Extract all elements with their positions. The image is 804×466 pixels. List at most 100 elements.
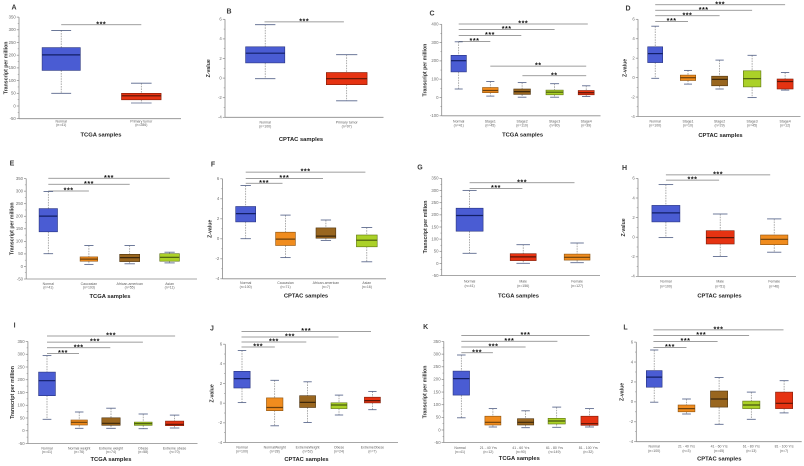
svg-text:0: 0 (632, 235, 635, 240)
svg-text:(n=39): (n=39) (581, 123, 591, 127)
svg-text:200: 200 (431, 212, 439, 217)
svg-text:TCGA samples: TCGA samples (80, 133, 121, 139)
svg-text:-2: -2 (631, 94, 635, 99)
svg-text:(n=149): (n=149) (548, 450, 560, 454)
svg-text:6: 6 (632, 17, 635, 22)
svg-text:50: 50 (18, 251, 23, 256)
svg-text:Normal: Normal (660, 280, 672, 284)
svg-text:***: *** (485, 30, 495, 39)
svg-text:6: 6 (631, 339, 634, 344)
svg-text:Normal: Normal (649, 445, 661, 449)
svg-text:350: 350 (18, 339, 26, 344)
svg-text:Stage2: Stage2 (517, 120, 528, 124)
svg-text:Extreme weight: Extreme weight (99, 447, 123, 451)
svg-text:(n=90): (n=90) (516, 450, 526, 454)
svg-text:(n=24): (n=24) (334, 449, 344, 453)
svg-text:***: *** (696, 330, 706, 339)
svg-text:150: 150 (433, 389, 441, 394)
svg-text:***: *** (259, 178, 269, 187)
svg-text:-2: -2 (218, 95, 222, 100)
svg-text:350: 350 (9, 14, 17, 19)
svg-text:(n=127): (n=127) (571, 284, 583, 288)
svg-text:(n=7): (n=7) (322, 285, 330, 289)
svg-text:-4: -4 (631, 274, 635, 279)
svg-text:Normal weight: Normal weight (68, 447, 90, 451)
svg-text:D: D (625, 5, 630, 12)
svg-text:(n=156): (n=156) (517, 284, 529, 288)
svg-text:81 - 100 Yrs: 81 - 100 Yrs (579, 446, 598, 450)
svg-text:Z-value: Z-value (619, 383, 625, 401)
svg-text:Stage4: Stage4 (780, 120, 791, 124)
svg-text:(n=51): (n=51) (715, 285, 725, 289)
svg-text:6: 6 (632, 176, 635, 181)
svg-text:0: 0 (217, 236, 220, 241)
svg-text:2: 2 (219, 56, 222, 61)
svg-text:***: *** (106, 331, 116, 340)
svg-text:100: 100 (16, 239, 24, 244)
svg-text:41 - 60 Yrs: 41 - 60 Yrs (512, 446, 529, 450)
svg-text:(n=3): (n=3) (682, 449, 690, 453)
svg-text:(n=29): (n=29) (714, 124, 724, 128)
svg-text:(n=55): (n=55) (125, 286, 135, 290)
svg-text:Normal: Normal (260, 121, 272, 125)
svg-text:Normal: Normal (56, 120, 68, 124)
svg-text:Normal: Normal (650, 120, 662, 124)
svg-text:0: 0 (631, 399, 634, 404)
svg-text:250: 250 (433, 364, 441, 369)
svg-text:(n=12): (n=12) (483, 450, 493, 454)
svg-text:(n=12): (n=12) (780, 124, 790, 128)
svg-text:CPTAC samples: CPTAC samples (279, 137, 323, 143)
svg-text:(n=46): (n=46) (769, 285, 779, 289)
svg-text:-50: -50 (434, 440, 441, 445)
svg-text:(n=41): (n=41) (42, 450, 52, 454)
svg-text:CPTAC samples: CPTAC samples (698, 133, 742, 139)
svg-text:Normal: Normal (236, 446, 248, 450)
svg-text:(n=74): (n=74) (106, 450, 116, 454)
svg-text:***: *** (715, 0, 725, 8)
svg-text:(n=100): (n=100) (648, 449, 660, 453)
svg-text:81 - 100 Yrs: 81 - 100 Yrs (775, 445, 794, 449)
svg-text:100: 100 (433, 402, 441, 407)
svg-text:4: 4 (217, 196, 220, 201)
svg-text:***: *** (699, 5, 709, 14)
svg-text:A: A (11, 4, 16, 11)
svg-text:TCGA samples: TCGA samples (498, 294, 539, 300)
svg-text:(n=10): (n=10) (683, 124, 693, 128)
svg-text:TCGA samples: TCGA samples (502, 132, 543, 138)
svg-text:***: *** (688, 175, 698, 184)
svg-text:Male: Male (519, 280, 527, 284)
svg-text:K: K (423, 324, 428, 331)
svg-text:ExtremeObese: ExtremeObese (361, 446, 384, 450)
svg-text:TCGA samples: TCGA samples (89, 294, 130, 300)
svg-text:-50: -50 (17, 276, 24, 281)
svg-text:ExtremeWeight: ExtremeWeight (296, 446, 320, 450)
svg-text:50: 50 (436, 415, 441, 420)
svg-text:Obese: Obese (334, 446, 344, 450)
svg-text:L: L (623, 324, 628, 331)
svg-text:Transcript per million: Transcript per million (423, 366, 429, 419)
svg-text:4: 4 (631, 359, 634, 364)
svg-text:350: 350 (431, 176, 439, 181)
svg-text:250: 250 (431, 200, 439, 205)
svg-text:-4: -4 (215, 276, 219, 281)
svg-text:Z-value: Z-value (208, 220, 214, 238)
svg-text:6: 6 (217, 176, 220, 181)
svg-text:350: 350 (16, 176, 24, 181)
svg-text:(n=286): (n=286) (135, 123, 147, 127)
svg-text:0: 0 (219, 75, 222, 80)
svg-text:Z-value: Z-value (209, 384, 215, 402)
svg-text:300: 300 (431, 40, 439, 45)
svg-text:200: 200 (16, 214, 24, 219)
svg-text:Z-value: Z-value (206, 59, 212, 77)
svg-text:(n=76): (n=76) (74, 450, 84, 454)
svg-text:250: 250 (9, 40, 17, 45)
svg-text:-50: -50 (18, 441, 25, 446)
svg-text:-4: -4 (631, 114, 635, 119)
svg-text:***: *** (299, 17, 309, 26)
svg-text:NormalWeight: NormalWeight (264, 446, 286, 450)
svg-text:250: 250 (16, 201, 24, 206)
svg-text:21 - 40 Yrs: 21 - 40 Yrs (678, 445, 695, 449)
svg-text:Transcript per million: Transcript per million (10, 366, 16, 419)
svg-text:***: *** (713, 170, 723, 179)
svg-text:200: 200 (9, 53, 17, 58)
